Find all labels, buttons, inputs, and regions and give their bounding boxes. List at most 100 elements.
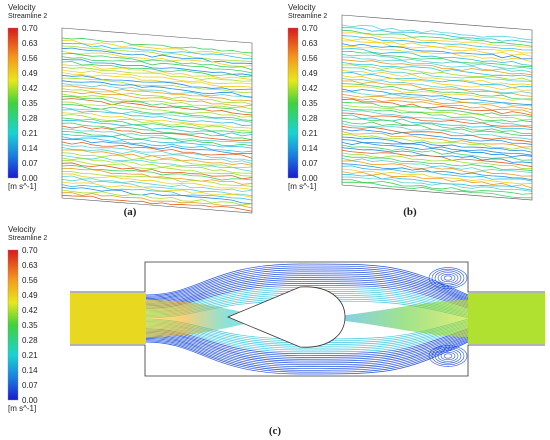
legend-tick-label: 0.07 [22, 381, 38, 390]
legend-tick-label: 0.63 [302, 39, 318, 48]
legend-subtitle: Streamline 2 [8, 235, 47, 242]
streamline-art [61, 14, 545, 377]
streamline [61, 144, 253, 162]
streamline [341, 67, 533, 82]
vortex [428, 267, 468, 289]
streamline [61, 82, 253, 99]
legend-unit: [m s^-1] [288, 182, 316, 191]
streamline [61, 186, 253, 205]
streamline [61, 93, 253, 110]
streamline [341, 40, 533, 57]
streamline [341, 104, 533, 121]
legend-tick-label: 0.28 [22, 336, 38, 345]
streamline [61, 64, 253, 80]
streamline [341, 61, 533, 78]
streamline [341, 171, 533, 189]
legend-tick-label: 0.49 [22, 291, 38, 300]
streamline [145, 281, 469, 307]
outlet-flow [468, 293, 545, 344]
streamline [145, 341, 469, 375]
streamline [341, 88, 533, 106]
streamline [341, 24, 533, 41]
legend-tick-label: 0.35 [22, 99, 38, 108]
streamline [145, 340, 469, 373]
streamline [341, 114, 533, 130]
legend-subtitle: Streamline 2 [8, 13, 47, 20]
legend-tick-label: 0.56 [302, 54, 318, 63]
streamline [341, 72, 533, 89]
legend-tick-label: 0.49 [302, 69, 318, 78]
streamline [61, 72, 253, 88]
streamline [145, 283, 469, 308]
streamline [61, 119, 253, 137]
streamline [341, 96, 533, 114]
legend-tick-label: 0.70 [302, 24, 318, 33]
streamline [341, 133, 533, 150]
legend-tick-label: 0.42 [22, 84, 38, 93]
streamline [341, 163, 533, 181]
legend-tick-label: 0.35 [302, 99, 318, 108]
streamline [61, 194, 253, 212]
streamline [61, 154, 253, 172]
streamline [341, 131, 533, 148]
caption: (b) [403, 206, 417, 218]
streamline [61, 117, 253, 134]
vortex [437, 350, 459, 362]
legend-tick-label: 0.63 [22, 261, 38, 270]
streamline [341, 35, 533, 51]
streamline [341, 32, 533, 48]
legend-tick-label: 0.70 [22, 24, 38, 33]
streamline [341, 91, 533, 107]
streamline [61, 95, 253, 114]
streamline [61, 130, 253, 147]
vortex [440, 351, 456, 361]
streamline [61, 173, 253, 191]
streamline [61, 77, 253, 93]
streamline [145, 333, 469, 362]
vortex [431, 268, 465, 288]
streamline [341, 155, 533, 172]
color-bar [7, 27, 19, 179]
legend-unit: [m s^-1] [8, 182, 36, 191]
streamline [61, 152, 253, 169]
streamline [341, 149, 533, 168]
streamline [341, 53, 533, 70]
streamline [61, 50, 253, 67]
streamline [61, 90, 253, 107]
domain-outline [61, 27, 253, 214]
streamline [61, 101, 253, 118]
streamline [61, 138, 253, 154]
streamline [61, 69, 253, 85]
streamline [145, 273, 469, 302]
caption: (a) [124, 206, 137, 218]
legend-subtitle: Streamline 2 [288, 13, 327, 20]
streamline [341, 125, 533, 143]
streamline [341, 56, 533, 73]
streamline [341, 117, 533, 134]
inlet-flow [70, 293, 146, 344]
vortex [443, 275, 453, 281]
streamline [341, 168, 533, 185]
streamline [61, 175, 253, 192]
streamline [341, 64, 533, 82]
droplet [226, 286, 346, 348]
channel-outline [70, 261, 545, 377]
legend-tick-label: 0.28 [22, 114, 38, 123]
vortex [434, 348, 462, 364]
streamline [145, 265, 469, 297]
streamline [341, 27, 533, 43]
legend-unit: [m s^-1] [8, 404, 36, 413]
streamline [145, 334, 469, 364]
vortex [440, 273, 456, 283]
streamline [61, 45, 253, 62]
streamline [61, 128, 253, 144]
streamline [61, 168, 253, 185]
streamline [61, 149, 253, 166]
streamline [61, 61, 253, 78]
streamline [61, 125, 253, 142]
legend-tick-label: 0.07 [302, 159, 318, 168]
streamline [61, 109, 253, 126]
streamline [341, 43, 533, 60]
streamline [341, 77, 533, 94]
legend-tick-label: 0.70 [22, 246, 38, 255]
